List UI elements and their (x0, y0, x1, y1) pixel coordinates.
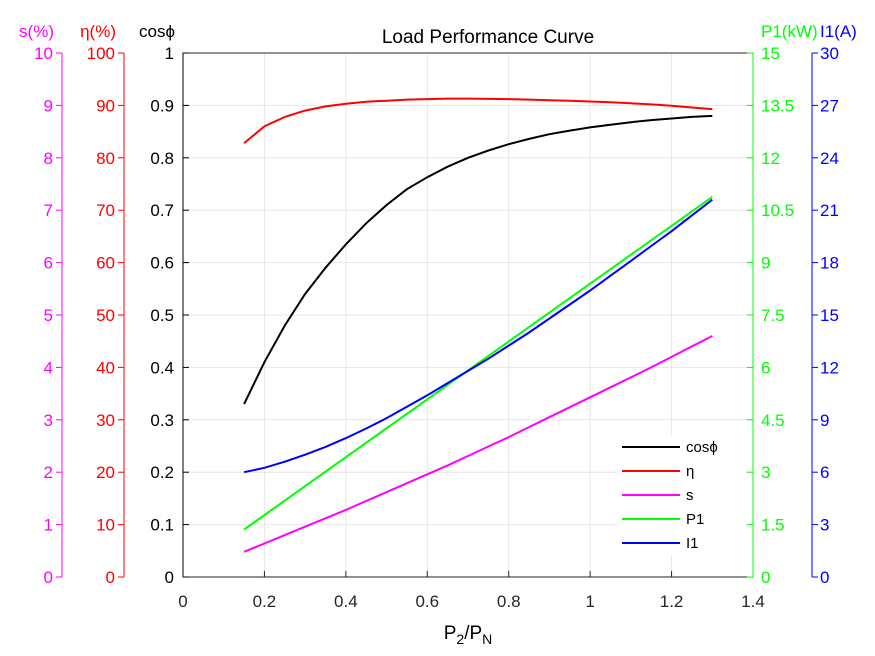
x-tick-label: 0.2 (253, 592, 277, 611)
y-tick-label-cos: 0.4 (150, 358, 174, 377)
y-tick-label-cos: 0.5 (150, 306, 174, 325)
series-line-eta (243, 97, 713, 144)
y-tick-label-i1: 15 (820, 306, 839, 325)
y-tick-label-p1: 6 (761, 358, 770, 377)
legend-item-i1: I1 (622, 535, 699, 552)
y-tick-label-i1: 12 (820, 358, 839, 377)
y-tick-label-s: 2 (44, 463, 53, 482)
y-tick-label-p1: 13.5 (761, 96, 794, 115)
y-tick-label-p1: 0 (761, 568, 770, 587)
y-tick-label-s: 7 (44, 201, 53, 220)
y-axis-s: 0 1 2 3 4 5 6 7 8 9 10 s(%) (19, 22, 63, 587)
y-tick-label-cos: 0 (165, 568, 174, 587)
x-tick-label: 0 (178, 592, 187, 611)
x-axis-title-base: P (444, 623, 457, 644)
y-tick-label-cos: 0.2 (150, 463, 174, 482)
y-tick-label-s: 0 (44, 568, 53, 587)
y-tick-label-eta: 30 (96, 411, 115, 430)
legend-label-eta: η (686, 463, 694, 480)
legend-label-cos: cosϕ (686, 439, 718, 456)
legend-item-cos: cosϕ (622, 439, 718, 456)
legend-item-p1: P1 (622, 511, 704, 528)
y-tick-label-s: 1 (44, 516, 53, 535)
y-tick-label-i1: 0 (820, 568, 829, 587)
y-tick-label-eta: 40 (96, 358, 115, 377)
y-tick-label-i1: 30 (820, 44, 839, 63)
legend: cosϕ ηs P1 I1 (618, 435, 746, 556)
legend-label-s: s (686, 487, 694, 504)
y-axis-cos: 0 0.1 0.2 0.3 0.4 0.5 0.6 0.7 0.8 0.9 1 cosϕ (139, 22, 189, 587)
y-tick-label-i1: 24 (820, 149, 839, 168)
y-tick-label-p1: 9 (761, 254, 770, 273)
y-tick-label-p1: 4.5 (761, 411, 785, 430)
x-axis-title-sep: /P (464, 623, 482, 644)
y-tick-label-eta: 90 (96, 96, 115, 115)
y-axis-i1: 0 3 6 9 12 15 18 21 24 27 30 I1(A) (811, 22, 857, 587)
y-tick-label-i1: 27 (820, 96, 839, 115)
x-tick-label: 0.8 (497, 592, 521, 611)
y-tick-label-cos: 0.7 (150, 201, 174, 220)
y-axis-title-s: s(%) (19, 22, 54, 41)
y-tick-label-s: 6 (44, 254, 53, 273)
y-tick-label-eta: 70 (96, 201, 115, 220)
series-lines (243, 97, 713, 553)
series-line-cos (243, 114, 713, 405)
legend-label-p1: P1 (686, 511, 704, 528)
y-tick-label-cos: 0.6 (150, 254, 174, 273)
x-tick-label: 0.4 (334, 592, 358, 611)
y-tick-label-cos: 0.9 (150, 96, 174, 115)
y-axis-title-i1: I1(A) (820, 22, 857, 41)
y-tick-label-i1: 6 (820, 463, 829, 482)
y-axis-p1: 0 1.5 3 4.5 6 7.5 9 10.5 12 13.5 15 P1(kW) (747, 22, 818, 587)
x-axis-title-sub1: 2 (456, 631, 464, 647)
y-tick-label-s: 3 (44, 411, 53, 430)
y-tick-label-p1: 7.5 (761, 306, 785, 325)
y-tick-label-cos: 0.3 (150, 411, 174, 430)
y-tick-label-i1: 18 (820, 254, 839, 273)
y-tick-label-eta: 100 (87, 44, 115, 63)
axes: 0 0.2 0.4 0.6 0.8 1 1.2 1.4012345678910s(%)0102… (19, 22, 857, 611)
y-axis-eta: 0 10 20 30 40 50 60 70 80 90 100 η(%) (80, 22, 125, 587)
y-tick-label-i1: 9 (820, 411, 829, 430)
series-line-p1 (243, 196, 713, 531)
legend-item-s: s (622, 487, 694, 504)
y-axis-title-eta: η(%) (80, 22, 116, 41)
series-line-s (243, 335, 713, 553)
y-tick-label-eta: 10 (96, 516, 115, 535)
y-tick-label-p1: 3 (761, 463, 770, 482)
y-tick-label-i1: 3 (820, 516, 829, 535)
y-tick-label-eta: 0 (106, 568, 115, 587)
y-tick-label-p1: 12 (761, 149, 780, 168)
legend-label-i1: I1 (686, 535, 699, 552)
legend-item-eta: η (622, 463, 694, 480)
y-tick-label-s: 9 (44, 96, 53, 115)
y-tick-label-cos: 0.8 (150, 149, 174, 168)
y-tick-label-i1: 21 (820, 201, 839, 220)
chart-title: Load Performance Curve (382, 27, 594, 48)
y-tick-label-cos: 0.1 (150, 516, 174, 535)
y-tick-label-eta: 50 (96, 306, 115, 325)
y-tick-label-eta: 20 (96, 463, 115, 482)
y-tick-label-s: 10 (34, 44, 53, 63)
x-tick-label: 1 (585, 592, 594, 611)
y-axis-title-p1: P1(kW) (761, 22, 818, 41)
y-tick-label-eta: 80 (96, 149, 115, 168)
x-axis-title-sub2: N (482, 631, 492, 647)
y-tick-label-p1: 10.5 (761, 201, 794, 220)
y-tick-label-s: 5 (44, 306, 53, 325)
y-tick-label-p1: 15 (761, 44, 780, 63)
x-axis-title: P2/PN (444, 623, 493, 647)
y-tick-label-cos: 1 (165, 44, 174, 63)
y-tick-label-s: 4 (44, 358, 53, 377)
y-tick-label-s: 8 (44, 149, 53, 168)
series-line-i1 (243, 198, 713, 474)
x-tick-label: 1.2 (660, 592, 684, 611)
x-tick-label: 1.4 (741, 592, 765, 611)
y-tick-label-p1: 1.5 (761, 516, 785, 535)
y-tick-label-eta: 60 (96, 254, 115, 273)
y-axis-title-cos: cosϕ (139, 22, 175, 41)
x-tick-label: 0.6 (415, 592, 439, 611)
